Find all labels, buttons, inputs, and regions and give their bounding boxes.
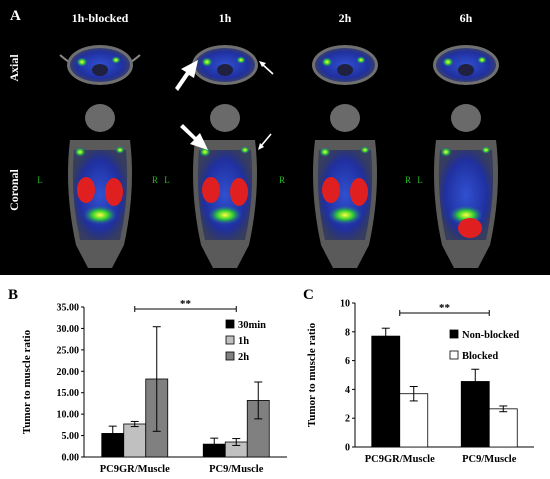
legend-label: 1h [238,336,249,347]
column-header: 1h-blocked [72,11,129,25]
y-tick-label: 25.00 [57,345,80,356]
axial-slice [59,45,141,85]
x-tick-label: PC9GR/Muscle [100,464,170,475]
legend-label: Blocked [462,351,498,362]
chart-c: C 0 2 4 6 8 10 Tumor to muscle ratio PC9GR/Muscl… [303,287,534,465]
kidney-hotspot [77,177,95,203]
legend-label: 2h [238,352,249,363]
y-tick-label: 15.00 [57,388,80,399]
y-tick-label: 2 [345,414,350,425]
legend-swatch [225,351,235,361]
orientation-marker: L [164,175,170,185]
coronal-slice [193,104,257,268]
panel-label: B [8,287,18,303]
y-tick-label: 5.00 [62,431,80,442]
bar [488,408,518,448]
coronal-slice [313,104,377,268]
bar [399,393,429,448]
scan-column [433,45,499,268]
orientation-marker: R [279,175,285,185]
column-header: 2h [339,11,352,25]
row-label: Coronal [7,168,21,210]
chart-b: B 0.00 5.00 10.00 15.00 20.00 25.00 30.00 35.00 T… [8,287,287,475]
bladder-hotspot [458,218,482,238]
kidney-hotspot [350,178,368,206]
legend-label: Non-blocked [462,330,519,341]
panel-label: C [303,287,314,303]
scan-column [312,45,378,268]
y-tick-label: 0.00 [62,453,80,464]
scan-column [192,45,258,268]
column-header: 6h [460,11,473,25]
y-tick-label: 30.00 [57,324,80,335]
kidney-hotspot [322,177,340,203]
kidney-hotspot [105,178,123,206]
y-tick-label: 35.00 [57,303,80,314]
small-arrowhead-icon [258,143,264,150]
panel-label-a: A [10,8,21,24]
legend-swatch [449,329,459,339]
column-header: 1h [219,11,232,25]
y-tick-label: 6 [345,356,350,367]
legend-swatch [225,319,235,329]
small-arrow-icon [260,133,272,147]
bar [371,335,401,448]
y-tick-label: 10 [340,299,350,310]
coronal-slice [68,104,132,268]
significance-label: ** [180,298,192,310]
y-tick-label: 8 [345,327,350,338]
orientation-marker: L [37,175,43,185]
row-label: Axial [7,54,21,82]
small-arrowhead-icon [259,61,266,67]
legend-swatch [225,335,235,345]
orientation-marker: R [152,175,158,185]
large-arrow-icon [180,124,208,150]
y-tick-label: 0 [345,443,350,454]
arrow-annotations [175,60,274,150]
y-tick-label: 20.00 [57,367,80,378]
x-tick-label: PC9GR/Muscle [365,454,435,465]
kidney-hotspot [230,178,248,206]
y-axis-label: Tumor to muscle ratio [21,329,33,434]
axial-slice [312,45,378,85]
axial-slice [192,45,258,85]
legend-swatch [449,350,459,360]
x-tick-label: PC9/Muscle [462,454,517,465]
small-arrow-icon [261,63,274,75]
y-tick-label: 4 [345,385,350,396]
scan-column [59,45,141,268]
y-tick-label: 10.00 [57,410,80,421]
coronal-slice [434,104,498,268]
axial-slice [433,45,499,85]
orientation-marker: R [405,175,411,185]
orientation-marker: L [417,175,423,185]
legend-label: 30min [238,320,266,331]
significance-label: ** [439,302,451,314]
bar [123,423,147,458]
large-arrow-icon [175,60,198,91]
kidney-hotspot [202,177,220,203]
y-axis-label: Tumor to muscle ratio [306,322,318,427]
x-tick-label: PC9/Muscle [209,464,264,475]
